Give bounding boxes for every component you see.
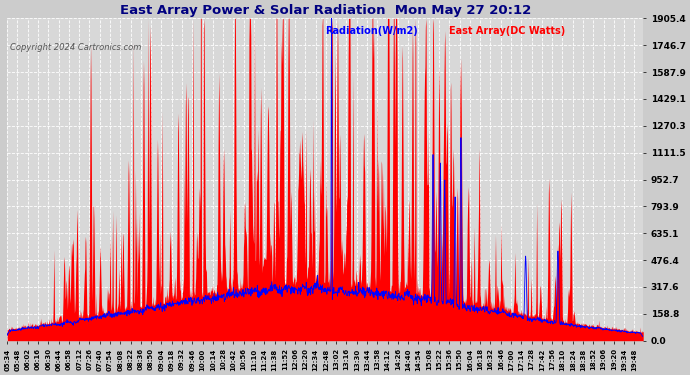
Text: East Array(DC Watts): East Array(DC Watts)	[449, 26, 566, 36]
Text: Copyright 2024 Cartronics.com: Copyright 2024 Cartronics.com	[10, 43, 141, 52]
Text: Radiation(W/m2): Radiation(W/m2)	[325, 26, 418, 36]
Title: East Array Power & Solar Radiation  Mon May 27 20:12: East Array Power & Solar Radiation Mon M…	[119, 4, 531, 17]
